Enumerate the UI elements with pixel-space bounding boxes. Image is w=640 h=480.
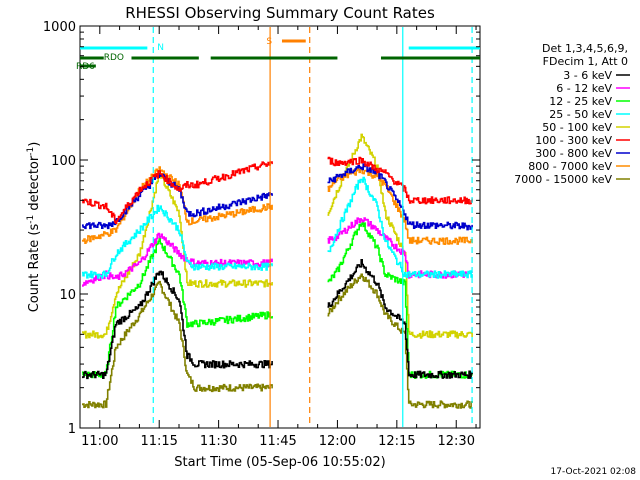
- x-tick-label-6: 12:15: [378, 434, 415, 449]
- legend-header-2: FDecim 1, Att 0: [543, 55, 628, 68]
- x-tick-label-4: 11:45: [259, 434, 296, 449]
- series-line-2-seg-1: [82, 232, 273, 287]
- flag-label-n: N: [157, 43, 164, 53]
- series-line-9-seg-2: [327, 273, 473, 409]
- legend-label-7: 300 - 800 keV: [535, 147, 612, 160]
- flag-label-rdo: RDO: [104, 53, 124, 63]
- legend-label-6: 100 - 300 keV: [535, 134, 612, 147]
- x-tick-label-2: 11:15: [140, 434, 177, 449]
- y-tick-label-1: 1: [68, 422, 76, 437]
- flag-label-s: S: [266, 37, 272, 47]
- axes-group: 11:00 11:15 11:30 11:45 12:00 12:15 12:30 1 10 10…: [43, 20, 480, 449]
- y-axis-label-sup2: -1: [26, 147, 36, 156]
- flags-group: N S RDO RD6: [76, 37, 480, 72]
- legend-group: Det 1,3,4,5,6,9,FDecim 1, Att 03 - 6 keV…: [514, 42, 630, 186]
- y-axis-label-sup: -1: [26, 215, 36, 224]
- y-axis-label-main: Count Rate (s: [27, 224, 42, 313]
- x-tick-label-5: 12:00: [319, 434, 356, 449]
- legend-label-8: 800 - 7000 keV: [528, 160, 612, 173]
- series-line-4-seg-1: [82, 204, 273, 279]
- legend-label-9: 7000 - 15000 keV: [514, 173, 612, 186]
- x-tick-label-3: 11:30: [200, 434, 237, 449]
- y-axis-label: Count Rate (s-1 detector-1): [26, 142, 42, 313]
- legend-label-3: 12 - 25 keV: [549, 95, 612, 108]
- series-line-2-seg-2: [327, 217, 473, 279]
- series-line-5-seg-1: [82, 170, 273, 339]
- legend-label-2: 6 - 12 keV: [556, 82, 612, 95]
- markers-group: [152, 27, 473, 427]
- y-tick-label-2: 10: [59, 288, 76, 303]
- series-line-1-seg-1: [82, 270, 273, 380]
- y-tick-label-3: 100: [51, 154, 76, 169]
- x-tick-label-1: 11:00: [81, 434, 118, 449]
- y-tick-label-4: 1000: [43, 20, 76, 35]
- series-line-9-seg-1: [82, 280, 273, 409]
- chart-title: RHESSI Observing Summary Count Rates: [125, 4, 435, 22]
- series-line-1-seg-2: [327, 259, 473, 379]
- y-axis-label-mid: detector: [27, 155, 42, 215]
- series-line-7-seg-2: [327, 163, 473, 231]
- legend-label-5: 50 - 100 keV: [542, 121, 612, 134]
- series-line-4-seg-2: [327, 176, 473, 279]
- data-series-group: [82, 133, 473, 409]
- x-tick-label-7: 12:30: [438, 434, 475, 449]
- timestamp: 17-Oct-2021 02:08: [551, 467, 637, 477]
- flag-label-rd6: RD6: [76, 62, 95, 72]
- series-line-6-seg-2: [327, 156, 473, 205]
- legend-header-1: Det 1,3,4,5,6,9,: [542, 42, 628, 55]
- legend-label-1: 3 - 6 keV: [563, 69, 612, 82]
- series-line-6-seg-1: [82, 161, 273, 224]
- y-axis-label-end: ): [27, 142, 42, 147]
- legend-label-4: 25 - 50 keV: [549, 108, 612, 121]
- series-line-3-seg-1: [82, 237, 273, 379]
- x-axis-label: Start Time (05-Sep-06 10:55:02): [174, 455, 385, 470]
